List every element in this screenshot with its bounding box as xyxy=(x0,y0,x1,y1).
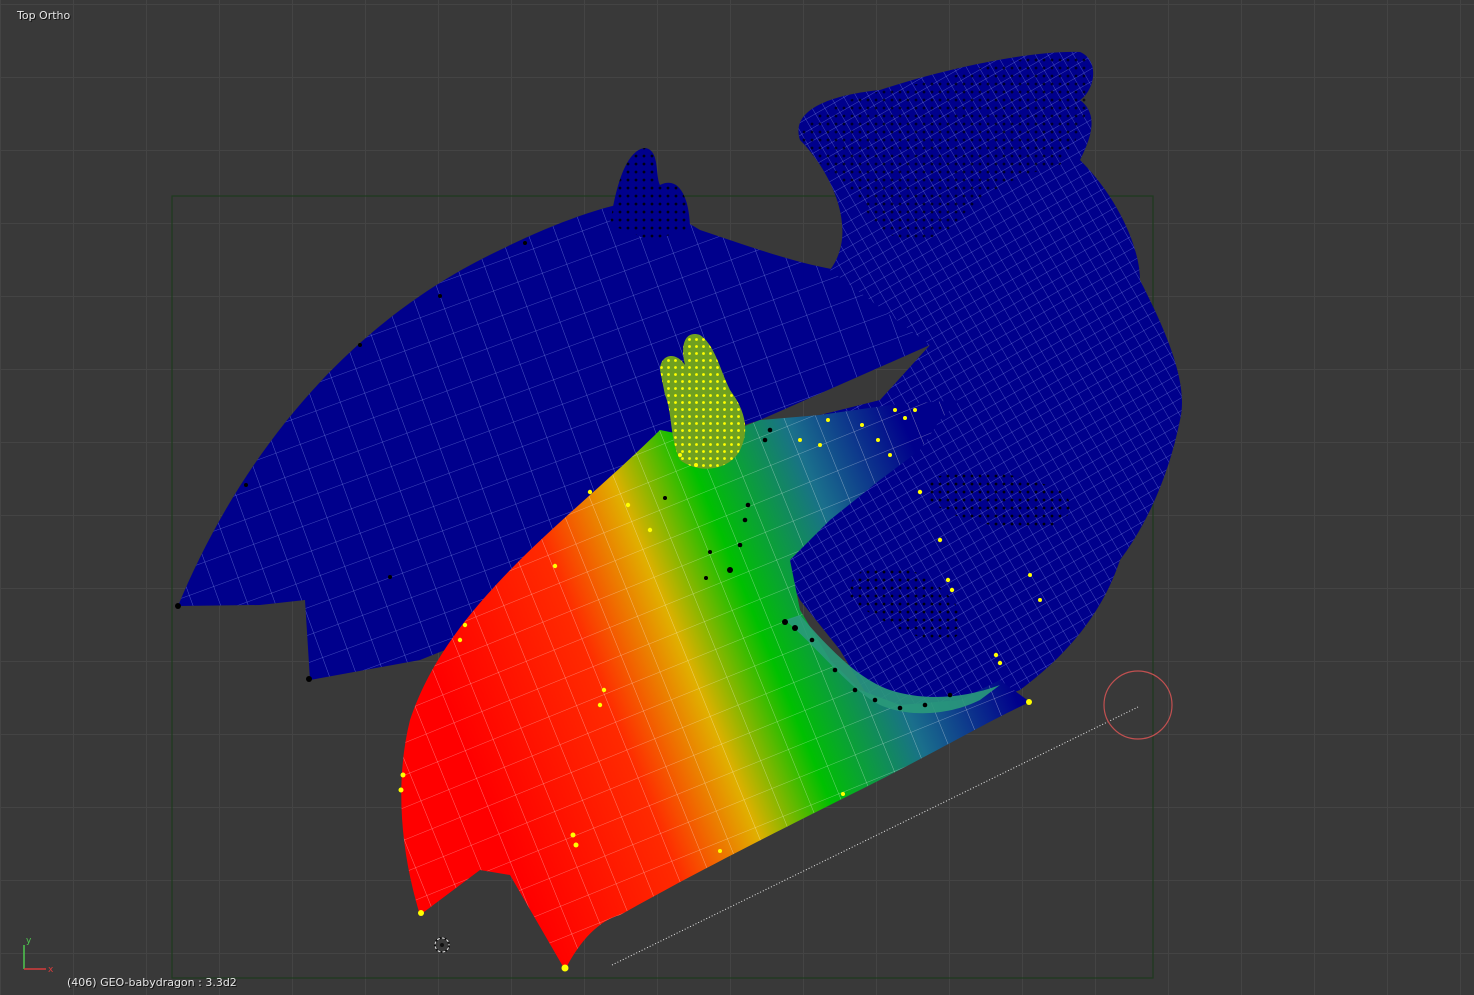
wing-horn xyxy=(610,148,690,240)
body-mesh xyxy=(760,51,1182,720)
axis-x-label: x xyxy=(48,965,54,975)
left-wing-mesh xyxy=(178,200,930,680)
selected-claw xyxy=(660,334,746,469)
object-info: (406) GEO-babydragon : 3.3d2 xyxy=(67,976,237,989)
tail-mesh xyxy=(785,615,1000,714)
view-label: Top Ortho xyxy=(17,9,71,22)
axis-gizmo-icon: y x xyxy=(23,936,54,975)
brush-cursor-icon[interactable] xyxy=(1103,670,1173,740)
painted-wing-mesh xyxy=(401,400,1030,970)
3d-cursor-icon[interactable] xyxy=(434,937,450,953)
unselected-vertices xyxy=(175,241,953,711)
axis-y-label: y xyxy=(26,936,32,946)
head-vertices xyxy=(800,56,1091,641)
selected-vertices xyxy=(398,408,1042,972)
